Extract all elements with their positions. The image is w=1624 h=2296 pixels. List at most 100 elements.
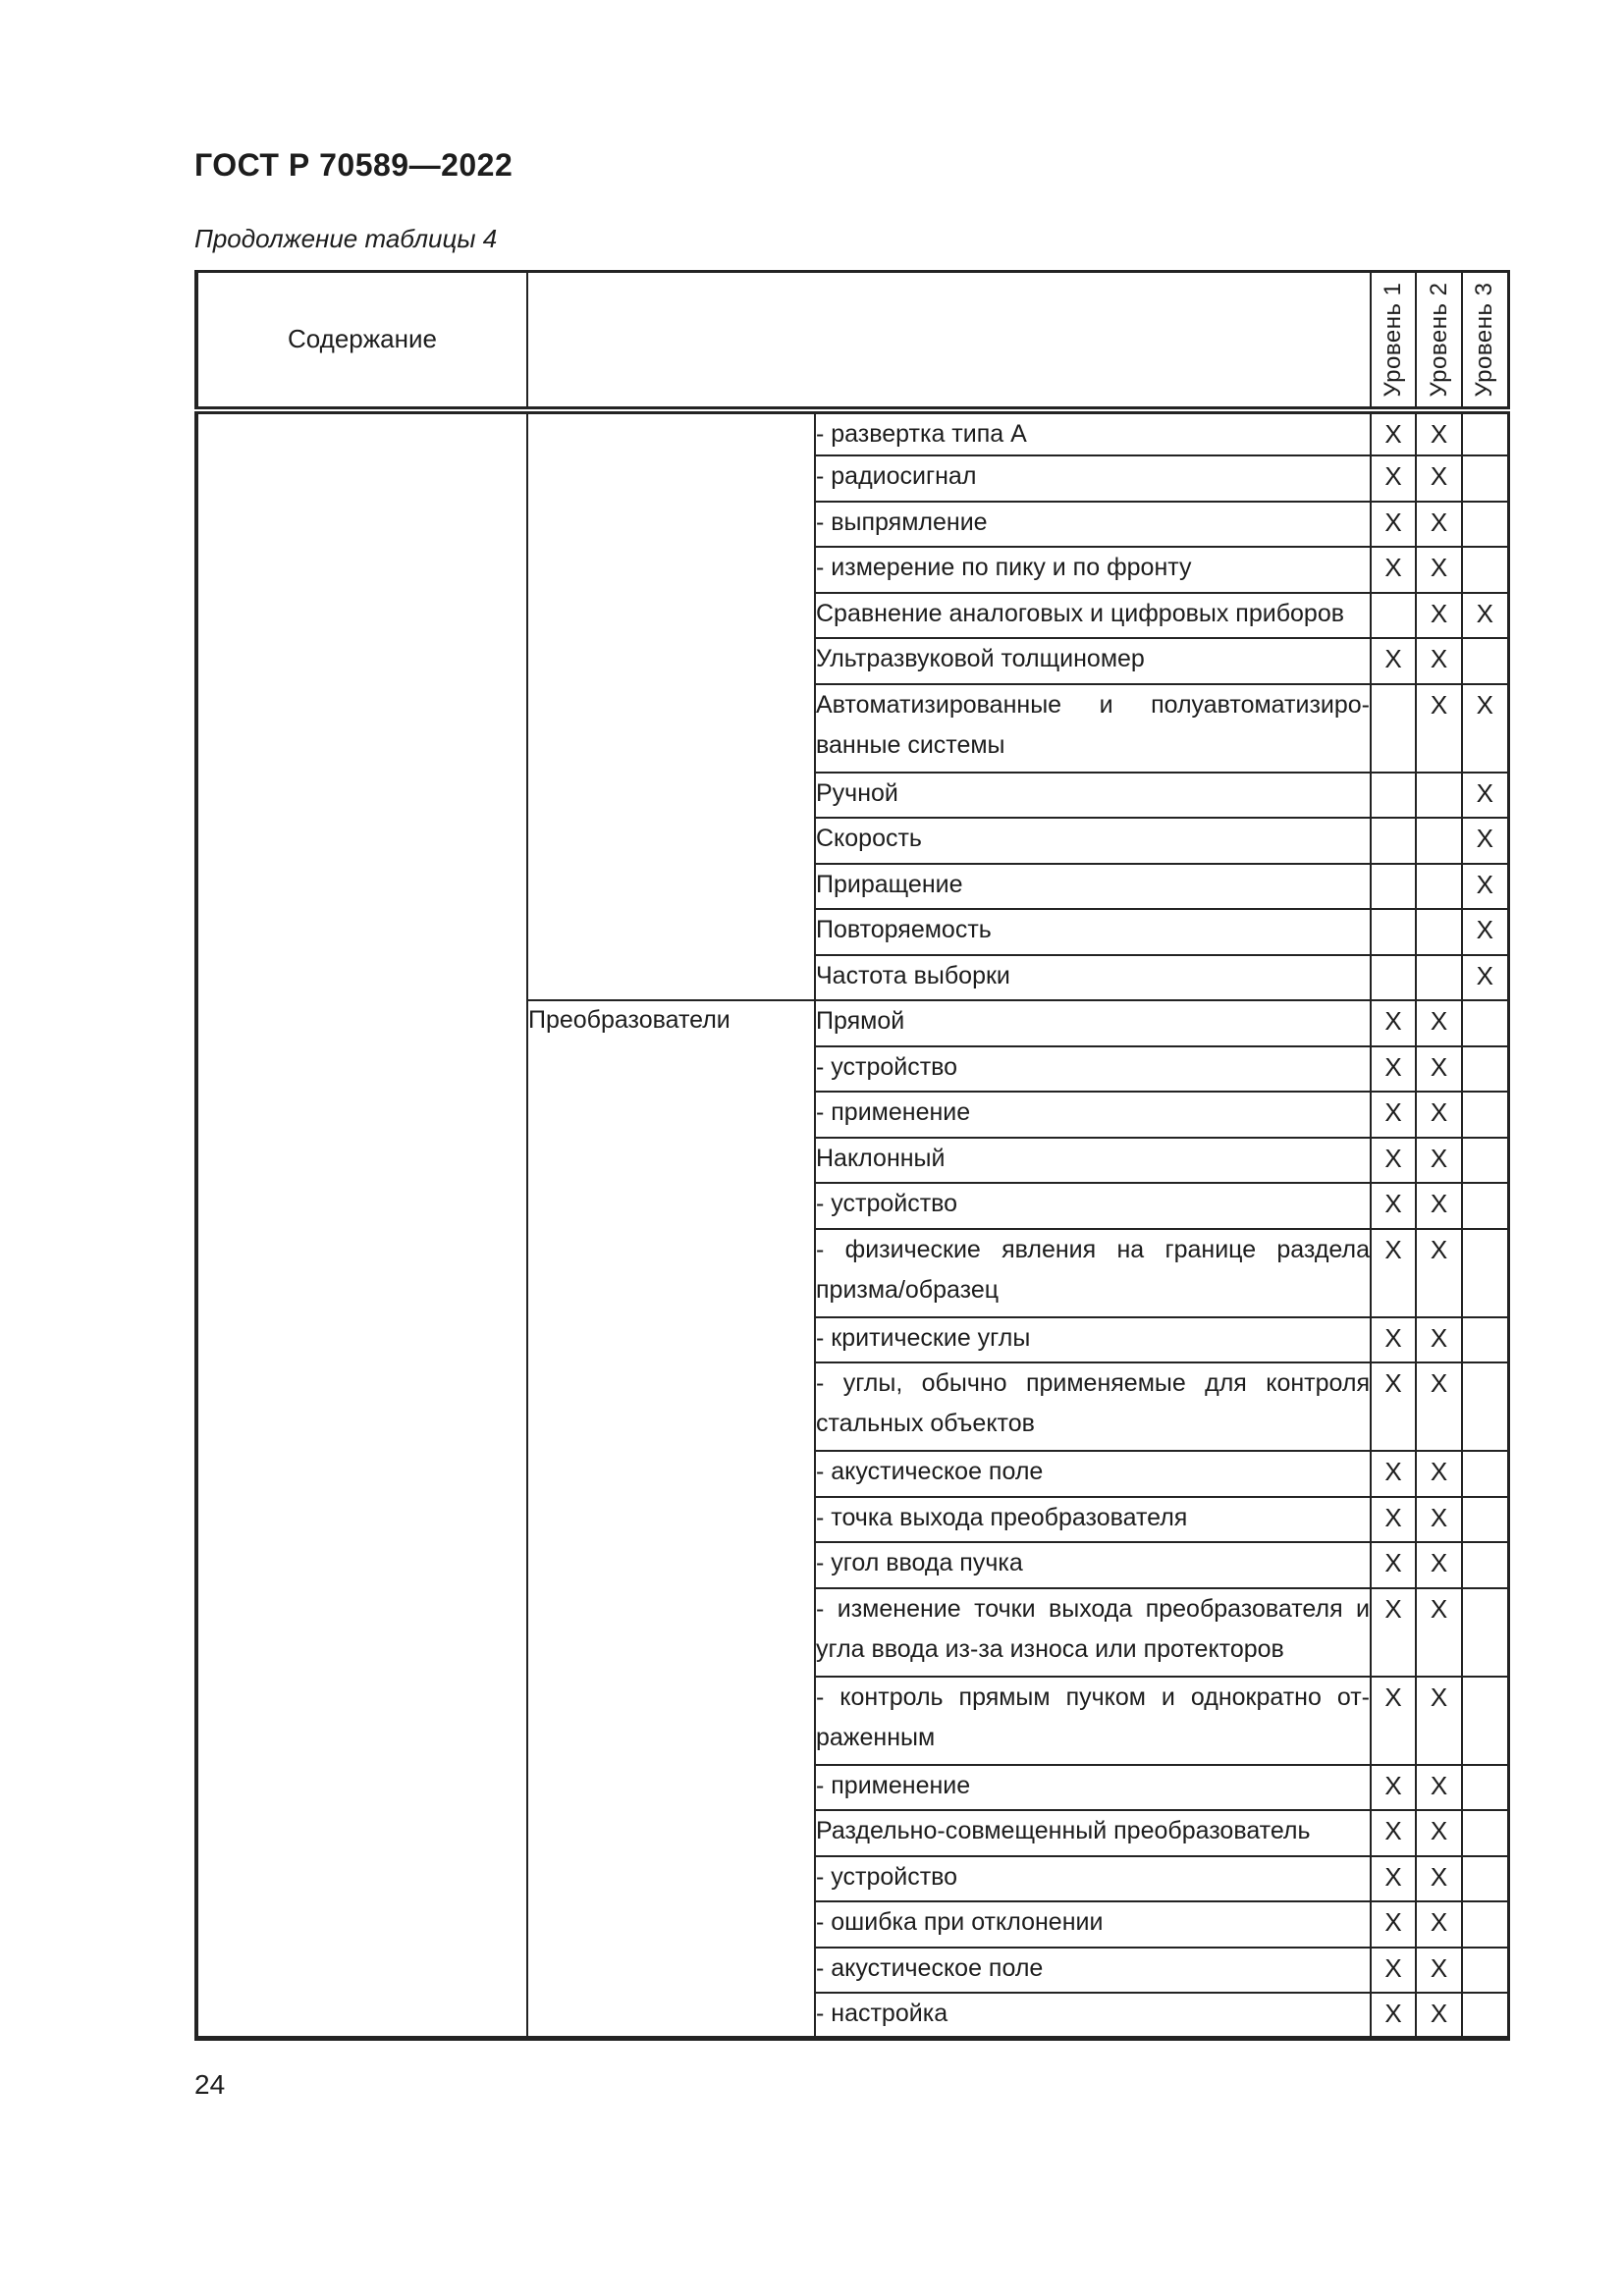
table-row: Приращение X xyxy=(196,862,1509,910)
table-row: Раздельно-совмещенный преобразователь X … xyxy=(196,1809,1509,1857)
level3-cell xyxy=(1461,999,1509,1047)
table-row: Повторяемость X xyxy=(196,908,1509,956)
level3-cell: X xyxy=(1461,953,1509,1001)
level2-cell: X xyxy=(1415,1946,1463,1994)
content-cell: Наклонный xyxy=(814,1136,1372,1184)
level1-cell xyxy=(1370,682,1417,774)
level2-cell xyxy=(1415,953,1463,1001)
table-row: Автоматизированные и полуавтоматизиро-ва… xyxy=(196,682,1509,774)
level2-cell: X xyxy=(1415,1227,1463,1318)
table-row: - ошибка при отклонении X X xyxy=(196,1900,1509,1949)
table-row: Ручной X xyxy=(196,771,1509,819)
level1-cell: X xyxy=(1370,500,1417,548)
document-code: ГОСТ Р 70589—2022 xyxy=(194,147,514,183)
level1-cell: X xyxy=(1370,1182,1417,1230)
content-cell: - критические углы xyxy=(814,1315,1372,1363)
content-cell: Ультразвуковой толщиномер xyxy=(814,637,1372,685)
level2-cell: X xyxy=(1415,1763,1463,1811)
level2-cell: X xyxy=(1415,1136,1463,1184)
level1-cell xyxy=(1370,591,1417,639)
table-row: - радиосигнал X X xyxy=(196,454,1509,503)
table-row: - настройка X X xyxy=(196,1992,1509,2040)
level3-cell xyxy=(1461,1362,1509,1452)
level2-cell: X xyxy=(1415,999,1463,1047)
content-cell: Повторяемость xyxy=(814,908,1372,956)
level3-cell: X xyxy=(1461,908,1509,956)
level2-cell: X xyxy=(1415,408,1463,456)
level2-cell: X xyxy=(1415,1809,1463,1857)
table-row: - физические явления на границе раздела … xyxy=(196,1227,1509,1318)
level2-cell: X xyxy=(1415,1450,1463,1498)
content-cell: Сравнение аналоговых и цифровых приборов xyxy=(814,591,1372,639)
level3-cell xyxy=(1461,546,1509,594)
level2-cell: X xyxy=(1415,1854,1463,1902)
level1-cell: X xyxy=(1370,1541,1417,1589)
level2-cell: X xyxy=(1415,1182,1463,1230)
level3-header-label: Уровень 3 xyxy=(1471,282,1498,398)
table-row: Сравнение аналоговых и цифровых приборов… xyxy=(196,591,1509,639)
content-cell: Автоматизированные и полуавтоматизиро-ва… xyxy=(814,682,1372,774)
content-header-cell: Содержание xyxy=(195,270,528,414)
table-row: - точка выхода преобразователя X X xyxy=(196,1495,1509,1543)
level2-cell xyxy=(1415,908,1463,956)
level2-cell: X xyxy=(1415,1900,1463,1949)
content-cell: - акустическое поле xyxy=(814,1946,1372,1994)
level3-cell xyxy=(1461,1809,1509,1857)
table-caption: Продолжение таблицы 4 xyxy=(194,224,498,253)
level3-cell xyxy=(1461,1091,1509,1139)
table-row: - устройство X X xyxy=(196,1182,1509,1230)
level1-cell: X xyxy=(1370,1586,1417,1678)
level3-cell xyxy=(1461,1541,1509,1589)
content-cell: - устройство xyxy=(814,1182,1372,1230)
table-row: Скорость X xyxy=(196,817,1509,865)
content-cell: - настройка xyxy=(814,1992,1372,2040)
level1-cell: X xyxy=(1370,1992,1417,2040)
content-cell: Приращение xyxy=(814,862,1372,910)
level3-cell xyxy=(1461,1182,1509,1230)
level2-cell xyxy=(1415,862,1463,910)
level1-cell: X xyxy=(1370,546,1417,594)
content-cell: - выпрямление xyxy=(814,500,1372,548)
level2-cell xyxy=(1415,817,1463,865)
content-cell: - угол ввода пучка xyxy=(814,1541,1372,1589)
table-row: - акустическое поле X X xyxy=(196,1946,1509,1994)
subsection-column-cell xyxy=(526,408,816,1001)
level2-cell: X xyxy=(1415,591,1463,639)
level2-header-cell: Уровень 2 xyxy=(1415,270,1463,414)
level2-cell: X xyxy=(1415,1992,1463,2040)
level3-cell: X xyxy=(1461,591,1509,639)
content-cell: - акустическое поле xyxy=(814,1450,1372,1498)
level3-cell xyxy=(1461,1136,1509,1184)
content-cell: - точка выхода преобразователя xyxy=(814,1495,1372,1543)
level2-cell: X xyxy=(1415,1586,1463,1678)
level2-cell xyxy=(1415,771,1463,819)
level3-cell xyxy=(1461,1675,1509,1766)
table-row: Ультразвуковой толщиномер X X xyxy=(196,637,1509,685)
table-row: - устройство X X xyxy=(196,1854,1509,1902)
level1-cell xyxy=(1370,862,1417,910)
level1-cell: X xyxy=(1370,1315,1417,1363)
table-row: - углы, обычно применяемые для контроля … xyxy=(196,1362,1509,1452)
table-row: - критические углы X X xyxy=(196,1315,1509,1363)
content-cell: Прямой xyxy=(814,999,1372,1047)
content-cell: - радиосигнал xyxy=(814,454,1372,503)
content-cell: - применение xyxy=(814,1763,1372,1811)
table-row: - изменение точки выхода преобразователя… xyxy=(196,1586,1509,1678)
level3-cell xyxy=(1461,1495,1509,1543)
level2-cell: X xyxy=(1415,1675,1463,1766)
table-row: Преобразователи Прямой X X xyxy=(196,999,1509,2040)
table-row: - измерение по пику и по фронту X X xyxy=(196,546,1509,594)
level1-header-cell: Уровень 1 xyxy=(1370,270,1417,414)
level3-cell: X xyxy=(1461,771,1509,819)
level1-header-label: Уровень 1 xyxy=(1380,282,1406,398)
table-row: - контроль прямым пучком и однократно от… xyxy=(196,1675,1509,1766)
level3-cell xyxy=(1461,1854,1509,1902)
content-cell: - измерение по пику и по фронту xyxy=(814,546,1372,594)
level2-cell: X xyxy=(1415,1495,1463,1543)
content-cell: Частота выборки xyxy=(814,953,1372,1001)
content-cell: - изменение точки выхода преобразователя… xyxy=(814,1586,1372,1678)
table-row: - устройство X X xyxy=(196,1044,1509,1093)
level3-cell xyxy=(1461,1450,1509,1498)
level3-header-cell: Уровень 3 xyxy=(1461,270,1509,414)
level3-cell: X xyxy=(1461,817,1509,865)
